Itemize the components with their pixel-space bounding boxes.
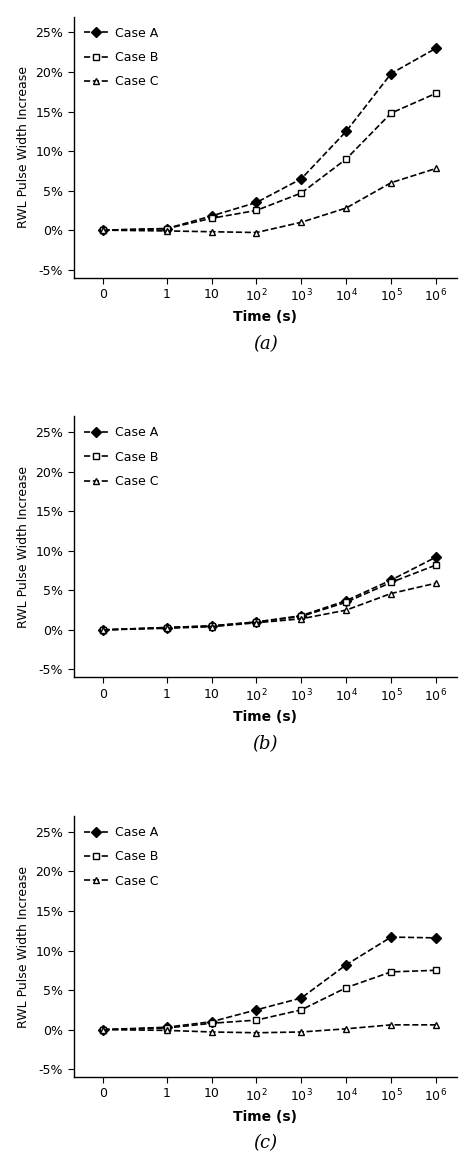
Case B (343, 596, 349, 610)
Case C (209, 1025, 214, 1039)
Case A (209, 1014, 214, 1028)
Case B (164, 620, 170, 634)
Case B (209, 1017, 214, 1031)
Case A (100, 223, 106, 238)
Case A (209, 209, 214, 223)
Case C (209, 225, 214, 239)
Case A (209, 619, 214, 633)
Case A (388, 930, 394, 944)
Line: Case A: Case A (100, 44, 439, 234)
Case C (343, 201, 349, 215)
Case C (164, 223, 170, 238)
X-axis label: Time (s): Time (s) (233, 310, 297, 324)
Case B (254, 615, 259, 629)
Case B (433, 558, 439, 572)
Case A (100, 622, 106, 636)
Case B (254, 1013, 259, 1027)
Case C (100, 622, 106, 636)
Line: Case A: Case A (100, 934, 439, 1033)
Case A (164, 620, 170, 634)
Line: Case B: Case B (100, 966, 439, 1033)
Case B (100, 622, 106, 636)
Y-axis label: RWL Pulse Width Increase: RWL Pulse Width Increase (17, 67, 30, 228)
Case B (164, 221, 170, 235)
Y-axis label: RWL Pulse Width Increase: RWL Pulse Width Increase (17, 466, 30, 628)
Case B (209, 619, 214, 633)
Case A (164, 221, 170, 235)
Case C (299, 1025, 304, 1039)
Case A (343, 958, 349, 972)
Case A (254, 1003, 259, 1017)
Case C (209, 620, 214, 634)
Case A (299, 608, 304, 622)
Case C (433, 161, 439, 176)
Text: (a): (a) (253, 335, 278, 353)
Legend: Case A, Case B, Case C: Case A, Case B, Case C (80, 823, 162, 892)
Legend: Case A, Case B, Case C: Case A, Case B, Case C (80, 422, 162, 491)
Case B (388, 965, 394, 979)
Case C (299, 612, 304, 626)
Case A (100, 1023, 106, 1037)
Case B (343, 980, 349, 994)
Case B (433, 963, 439, 977)
Case C (164, 621, 170, 635)
Line: Case C: Case C (100, 1021, 439, 1037)
Case A (433, 41, 439, 55)
Case A (433, 931, 439, 945)
X-axis label: Time (s): Time (s) (233, 710, 297, 724)
Case B (388, 106, 394, 121)
Case C (100, 1023, 106, 1037)
Text: (c): (c) (254, 1135, 277, 1152)
Case C (254, 1026, 259, 1040)
Case A (254, 195, 259, 209)
Legend: Case A, Case B, Case C: Case A, Case B, Case C (80, 23, 162, 92)
Text: (b): (b) (253, 735, 278, 752)
Case A (164, 1020, 170, 1034)
Case B (254, 204, 259, 218)
Line: Case C: Case C (100, 165, 439, 236)
Case B (433, 87, 439, 101)
Case B (343, 152, 349, 166)
Case C (343, 1021, 349, 1035)
Case B (299, 610, 304, 624)
Case B (299, 1003, 304, 1017)
Case A (343, 124, 349, 138)
Case C (388, 1018, 394, 1032)
Line: Case C: Case C (100, 580, 439, 633)
Case C (100, 223, 106, 238)
Case C (254, 615, 259, 629)
Case B (388, 576, 394, 590)
Case B (100, 223, 106, 238)
Case C (164, 1024, 170, 1038)
Case A (433, 550, 439, 564)
Y-axis label: RWL Pulse Width Increase: RWL Pulse Width Increase (17, 866, 30, 1027)
Case A (388, 573, 394, 587)
Case C (433, 576, 439, 590)
Case A (388, 67, 394, 81)
Case B (164, 1021, 170, 1035)
Case A (299, 991, 304, 1005)
X-axis label: Time (s): Time (s) (233, 1109, 297, 1123)
Case C (433, 1018, 439, 1032)
Case C (388, 586, 394, 600)
Case A (299, 172, 304, 186)
Line: Case B: Case B (100, 90, 439, 234)
Case C (388, 176, 394, 190)
Case A (343, 593, 349, 607)
Case C (299, 215, 304, 229)
Case C (254, 226, 259, 240)
Case A (254, 615, 259, 629)
Case B (100, 1023, 106, 1037)
Line: Case B: Case B (100, 562, 439, 633)
Case B (209, 212, 214, 226)
Case C (343, 603, 349, 617)
Line: Case A: Case A (100, 553, 439, 633)
Case B (299, 186, 304, 200)
